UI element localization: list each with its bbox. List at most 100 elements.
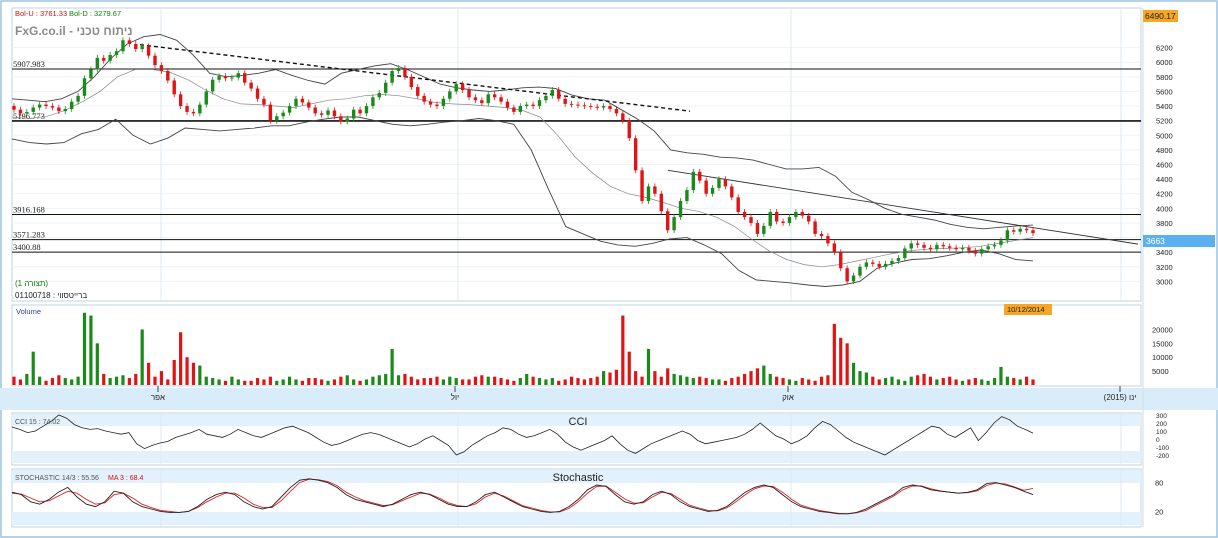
volume-bar — [384, 373, 388, 385]
candle-body — [749, 217, 753, 223]
volume-bar — [826, 375, 830, 385]
volume-bar — [281, 379, 285, 385]
candle-body — [255, 88, 260, 99]
volume-bar — [114, 376, 119, 385]
candle-body — [499, 97, 503, 102]
volume-bar — [903, 380, 907, 385]
candle-body — [236, 73, 241, 78]
volume-bar — [691, 378, 695, 385]
volume-bar — [922, 373, 926, 385]
bol-d-label: Bol-D : 3279.67 — [69, 9, 121, 18]
current-price-badge-text: 3663 — [1146, 236, 1165, 246]
candle-body — [364, 106, 369, 114]
volume-bar — [390, 348, 394, 385]
stoch-overbought-zone — [12, 470, 1141, 483]
bollinger-lower-band — [11, 116, 1034, 287]
volume-bar — [775, 376, 779, 385]
volume-bar — [211, 378, 215, 385]
candle-body — [730, 186, 734, 198]
volume-bar — [480, 375, 484, 385]
candle-body — [954, 247, 958, 250]
candle-body — [345, 118, 349, 122]
volume-bar — [345, 375, 349, 385]
price-tick-label: 6000 — [1156, 58, 1173, 67]
volume-bar — [883, 378, 888, 385]
volume-bar — [518, 378, 522, 385]
volume-bar — [589, 378, 593, 385]
volume-bar — [236, 379, 240, 385]
volume-bar — [473, 376, 478, 385]
volume-bar — [1005, 376, 1009, 385]
level-label: 5907.983 — [13, 59, 45, 69]
candle-body — [396, 68, 401, 71]
candle-body — [941, 244, 945, 247]
volume-bar — [230, 376, 234, 385]
last-value-badge — [1143, 10, 1178, 22]
volume-bar — [255, 378, 260, 385]
volume-bar — [557, 380, 561, 385]
volume-bar — [634, 371, 638, 385]
cci-label: CCI 15 : 74.02 — [15, 419, 60, 426]
volume-bar — [851, 362, 856, 385]
candle-body — [877, 263, 881, 267]
volume-bar — [595, 376, 599, 385]
candle-body — [896, 258, 901, 261]
volume-bar — [358, 380, 362, 385]
candle-body — [665, 211, 670, 231]
candle-body — [531, 104, 535, 107]
candle-body — [858, 266, 862, 276]
candle-body — [377, 92, 382, 98]
volume-bar — [339, 376, 343, 385]
stoch-oversold-zone — [12, 512, 1141, 525]
volume-bar — [159, 371, 164, 385]
volume-bar — [762, 365, 766, 385]
cci-tick-label: 100 — [1156, 429, 1167, 436]
volume-bar — [307, 378, 311, 385]
price-tick-label: 5600 — [1156, 87, 1173, 96]
candle-body — [928, 247, 933, 250]
volume-bar — [941, 378, 945, 385]
volume-bar — [512, 380, 516, 385]
time-axis-band — [0, 388, 1218, 410]
volume-bar — [409, 376, 413, 385]
volume-bar — [50, 378, 55, 385]
volume-bar — [1018, 379, 1022, 385]
candle-body — [313, 107, 317, 114]
volume-bar — [980, 379, 984, 385]
candle-body — [627, 120, 631, 139]
candle-body — [249, 82, 253, 89]
volume-bar — [76, 376, 80, 385]
price-tick-label: 5800 — [1156, 73, 1173, 82]
volume-bar — [967, 379, 971, 385]
candle-body — [864, 262, 869, 267]
candle-body — [704, 180, 708, 194]
candle-body — [134, 43, 138, 50]
volume-bar — [191, 362, 196, 385]
volume-bar — [730, 378, 734, 385]
volume-bar — [678, 375, 683, 385]
candle-body — [300, 98, 305, 103]
level-label: 3400.88 — [13, 242, 41, 252]
volume-bar — [25, 373, 29, 385]
stochastic-k-line — [11, 478, 1034, 515]
volume-bar — [602, 371, 606, 385]
candle-body — [76, 95, 80, 102]
time-axis-label: יול — [451, 393, 459, 402]
level-label: 3916.168 — [13, 204, 45, 214]
price-tick-label: 5200 — [1156, 117, 1173, 126]
candle-body — [25, 111, 29, 114]
volume-bar — [909, 376, 913, 385]
candle-body — [281, 112, 285, 117]
candle-body — [794, 211, 798, 218]
candle-body — [601, 106, 606, 108]
candle-body — [915, 243, 920, 245]
candle-body — [589, 106, 593, 108]
volume-bar — [550, 378, 554, 385]
candle-body — [114, 51, 119, 55]
symbol-line: ברייטסווי : 01100718 — [15, 291, 87, 300]
volume-tick-label: 20000 — [1152, 325, 1173, 334]
candle-body — [44, 104, 48, 107]
candle-body — [351, 109, 356, 119]
level-label: 5196.773 — [13, 111, 45, 121]
candle-body — [95, 57, 100, 70]
